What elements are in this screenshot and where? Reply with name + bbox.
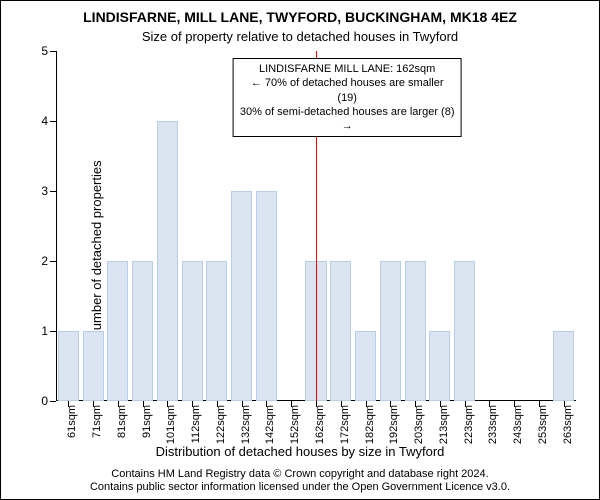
bar (231, 191, 252, 401)
x-tick-label: 192sqm (388, 405, 400, 444)
bar (355, 331, 376, 401)
bar (206, 261, 227, 401)
x-tick-label: 122sqm (215, 405, 227, 444)
x-tick-label: 203sqm (413, 405, 425, 444)
bar (405, 261, 426, 401)
bar (107, 261, 128, 401)
x-tick-label: 182sqm (364, 405, 376, 444)
y-tick-label: 1 (28, 324, 48, 338)
bar (83, 331, 104, 401)
x-tick-label: 152sqm (289, 405, 301, 444)
x-tick-label: 253sqm (537, 405, 549, 444)
bar (58, 331, 79, 401)
y-axis-line (56, 51, 57, 401)
chart-title: LINDISFARNE, MILL LANE, TWYFORD, BUCKING… (1, 9, 599, 25)
x-tick-label: 172sqm (339, 405, 351, 444)
plot-inner: 01234561sqm71sqm81sqm91sqm101sqm112sqm12… (56, 51, 576, 401)
footnote-text: Contains HM Land Registry data © Crown c… (1, 468, 599, 496)
x-tick-label: 91sqm (141, 405, 153, 438)
y-tick-label: 2 (28, 254, 48, 268)
x-tick-label: 263sqm (562, 405, 574, 444)
y-tick (50, 261, 56, 262)
chart-subtitle: Size of property relative to detached ho… (1, 29, 599, 44)
x-tick-label: 71sqm (91, 405, 103, 438)
y-tick-label: 3 (28, 184, 48, 198)
x-tick-label: 81sqm (116, 405, 128, 438)
bar (429, 331, 450, 401)
bar (182, 261, 203, 401)
y-tick (50, 401, 56, 402)
y-tick-label: 0 (28, 394, 48, 408)
chart-container: LINDISFARNE, MILL LANE, TWYFORD, BUCKING… (0, 0, 600, 500)
bar (553, 331, 574, 401)
x-tick-label: 132sqm (240, 405, 252, 444)
bar (157, 121, 178, 401)
x-tick-label: 101sqm (165, 405, 177, 444)
bar (454, 261, 475, 401)
x-axis-label: Distribution of detached houses by size … (1, 444, 599, 459)
y-tick (50, 51, 56, 52)
x-tick-label: 213sqm (438, 405, 450, 444)
y-tick (50, 191, 56, 192)
bar (380, 261, 401, 401)
bar (132, 261, 153, 401)
x-tick-label: 112sqm (190, 405, 202, 443)
x-tick-label: 223sqm (463, 405, 475, 444)
x-tick-label: 233sqm (487, 405, 499, 444)
bar (256, 191, 277, 401)
y-tick-label: 4 (28, 114, 48, 128)
x-tick-label: 243sqm (512, 405, 524, 444)
y-tick (50, 121, 56, 122)
x-tick-label: 162sqm (314, 405, 326, 444)
x-tick-label: 142sqm (264, 405, 276, 444)
y-tick (50, 331, 56, 332)
y-tick-label: 5 (28, 44, 48, 58)
annotation-box: LINDISFARNE MILL LANE: 162sqm ← 70% of d… (233, 58, 462, 137)
x-tick-label: 61sqm (66, 405, 78, 438)
plot-area: 01234561sqm71sqm81sqm91sqm101sqm112sqm12… (56, 51, 576, 401)
bar (330, 261, 351, 401)
